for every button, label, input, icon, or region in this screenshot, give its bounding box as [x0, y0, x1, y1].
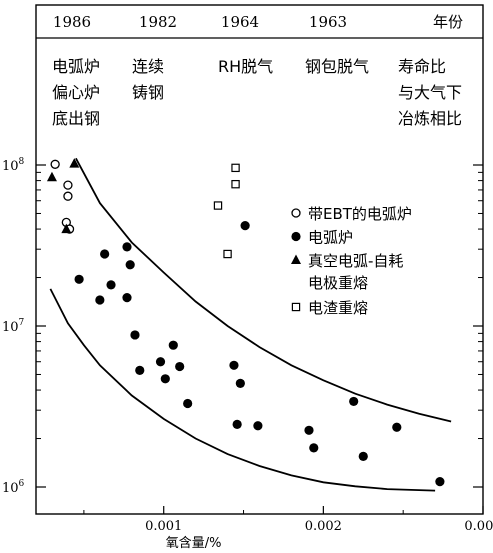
data-point-circle-filled: [95, 295, 105, 305]
y-tick-exponent: 8: [19, 157, 25, 167]
data-point-circle-filled: [232, 419, 242, 429]
header-year-1986: 1986: [53, 13, 91, 31]
x-axis-label: 氧含量/%: [166, 535, 222, 549]
data-point-circle-filled: [309, 443, 319, 453]
data-point-circle-filled: [304, 425, 314, 435]
header-description-line: 冶炼相比: [398, 109, 462, 128]
data-point-triangle-filled: [46, 171, 57, 182]
data-point-circle-open: [63, 191, 73, 201]
data-point-circle-filled: [130, 330, 140, 340]
data-point-circle-filled: [175, 361, 185, 372]
data-point-circle-filled: [160, 374, 170, 384]
header-year-1982: 1982: [139, 13, 177, 31]
data-point-circle-filled: [155, 357, 166, 367]
data-point-circle-open: [63, 180, 73, 190]
legend-label: 电极重熔: [308, 274, 368, 292]
data-point-circle-filled: [168, 340, 178, 350]
data-point-square-open: [223, 249, 232, 259]
data-point-circle-filled: [135, 365, 145, 375]
header-description-line: 连续: [132, 57, 164, 76]
x-tick-label: 0.002: [305, 519, 342, 534]
envelope-curves: [49, 157, 452, 492]
header-description-line: 电弧炉: [52, 57, 100, 76]
data-point-circle-filled: [349, 396, 359, 407]
data-point-triangle-filled: [61, 223, 72, 234]
header-years-label: 年份: [433, 13, 463, 31]
data-point-circle-filled: [235, 378, 245, 389]
header-description-line: 偏心炉: [52, 83, 100, 102]
header-description-line: 铸钢: [132, 83, 164, 102]
data-point-triangle-filled: [69, 158, 80, 168]
x-tick-label: 0.003: [464, 519, 493, 534]
header-description-line: 钢包脱气: [305, 57, 369, 76]
legend-marker: [291, 254, 301, 264]
legend-label: 带EBT的电弧炉: [308, 205, 412, 223]
frame-layer: [35, 4, 484, 515]
header-description-line: RH脱气: [218, 57, 273, 76]
data-point-circle-filled: [392, 422, 402, 432]
lower-envelope-curve: [49, 288, 436, 492]
legend-marker: [291, 302, 301, 312]
upper-envelope-curve: [75, 157, 452, 423]
data-point-square-open: [213, 201, 223, 210]
plot-frame: [35, 4, 484, 515]
data-points: [46, 158, 445, 487]
data-point-circle-filled: [122, 293, 132, 303]
y-tick-label: 106: [2, 479, 25, 496]
header-description-line: 底出钢: [52, 109, 100, 128]
header-description-line: 与大气下: [398, 83, 462, 102]
data-point-circle-filled: [240, 221, 250, 231]
data-point-circle-filled: [100, 249, 110, 259]
data-point-circle-filled: [435, 477, 445, 487]
legend-marker: [291, 208, 301, 218]
legend-marker: [291, 231, 301, 242]
chart-labels: 1061071080.0010.0020.003氧含量/%1986电弧炉偏心炉底…: [2, 13, 493, 551]
header-description-line: 寿命比: [398, 57, 446, 76]
header-year-1963: 1963: [309, 13, 347, 31]
y-tick-label: 107: [2, 318, 25, 335]
x-tick-label: 0.001: [145, 519, 182, 534]
header-year-1964: 1964: [221, 13, 259, 31]
data-point-circle-filled: [106, 280, 116, 290]
data-point-circle-filled: [122, 242, 132, 252]
data-point-circle-filled: [229, 360, 239, 370]
legend-label: 真空电弧-自耗: [308, 252, 403, 270]
data-point-circle-open: [50, 159, 60, 169]
data-point-circle-filled: [358, 451, 368, 461]
y-tick-label: 108: [2, 157, 25, 174]
y-tick-exponent: 6: [19, 479, 25, 489]
data-point-circle-filled: [183, 398, 193, 409]
legend-label: 电弧炉: [308, 229, 353, 247]
data-point-square-open: [231, 179, 240, 189]
data-point-circle-filled: [74, 274, 84, 284]
data-point-square-open: [231, 163, 240, 173]
legend-label: 电渣重熔: [308, 299, 368, 317]
y-tick-exponent: 7: [19, 318, 25, 328]
data-point-circle-filled: [125, 260, 135, 270]
data-point-circle-filled: [253, 421, 263, 431]
